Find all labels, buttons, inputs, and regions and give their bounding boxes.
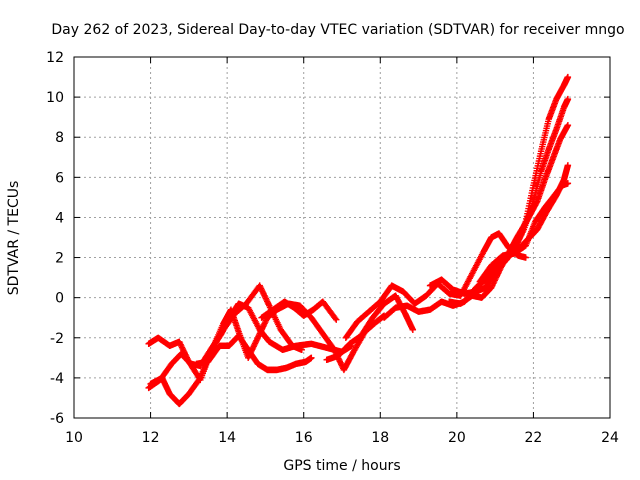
x-tick-label: 18 (371, 430, 389, 446)
x-tick-label: 12 (142, 430, 160, 446)
y-tick-label: -6 (50, 411, 64, 427)
x-tick-label: 24 (601, 430, 619, 446)
y-tick-label: 10 (46, 90, 64, 106)
x-axis-label: GPS time / hours (283, 458, 400, 474)
series-sat-track-10 (446, 121, 572, 307)
x-tick-label: 16 (295, 430, 313, 446)
data-point (332, 315, 339, 322)
y-tick-label: 0 (55, 291, 64, 307)
x-tick-label: 10 (65, 430, 83, 446)
x-tick-label: 14 (218, 430, 236, 446)
series-sat-track-5 (258, 298, 340, 323)
y-tick-label: -2 (50, 331, 64, 347)
data-point (409, 326, 417, 333)
data-point (564, 73, 572, 81)
series-sat-track-6 (323, 292, 417, 364)
data-point (564, 95, 572, 103)
data-point (564, 162, 572, 169)
data-point (333, 316, 340, 323)
series-sat-track-4 (193, 332, 315, 374)
grid (74, 57, 610, 418)
x-tick-label: 20 (448, 430, 466, 446)
x-tick-label: 22 (525, 430, 543, 446)
data-point (564, 121, 572, 129)
series-sat-track-8 (380, 73, 572, 321)
y-tick-label: 12 (46, 50, 64, 66)
data-point (564, 180, 572, 187)
plot-frame (73, 56, 611, 419)
y-tick-label: 8 (55, 130, 64, 146)
y-axis-label: SDTVAR / TECUs (6, 181, 22, 296)
data-point (522, 254, 529, 261)
y-tick-label: 4 (55, 210, 64, 226)
chart-title: Day 262 of 2023, Sidereal Day-to-day VTE… (51, 22, 624, 38)
y-tick-label: 6 (55, 170, 64, 186)
y-tick-label: -4 (50, 371, 64, 387)
data-points (145, 73, 572, 408)
y-tick-label: 2 (55, 251, 64, 267)
data-point (308, 354, 315, 362)
series-sat-track-12 (503, 162, 572, 261)
